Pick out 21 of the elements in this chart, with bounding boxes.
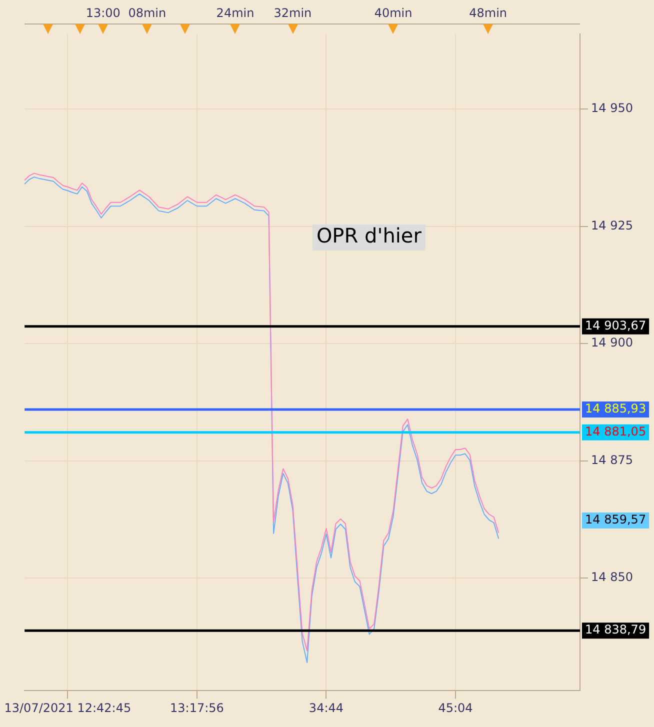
- annotation: OPR d'hier: [316, 224, 422, 248]
- x-tick-label: 45:04: [438, 700, 473, 715]
- x-tick-label: 13:17:56: [170, 700, 224, 715]
- text: 08min: [128, 6, 166, 20]
- x-tick-label: 13/07/2021 12:42:45: [4, 700, 132, 715]
- text: 32min: [274, 6, 312, 20]
- ref-line-label: 14 903,67: [585, 318, 646, 332]
- ref-line-label: 14 881,05: [585, 424, 646, 439]
- y-tick-label: 14 875: [591, 452, 633, 467]
- y-tick-label: 14 950: [591, 101, 633, 116]
- text: 14 859,57: [585, 512, 646, 527]
- y-tick-label: 14 925: [591, 218, 633, 232]
- text: 48min: [469, 6, 508, 20]
- text: 13:00: [86, 6, 120, 20]
- ref-line-label: 14 838,79: [585, 622, 646, 637]
- y-tick-label: 14 850: [591, 570, 633, 584]
- x-tick-label: 34:44: [308, 700, 344, 715]
- text: 24min: [216, 6, 254, 20]
- ref-line-label: 14 885,93: [585, 402, 646, 416]
- y-tick-label: 14 900: [591, 336, 633, 350]
- text: 40min: [374, 6, 412, 20]
